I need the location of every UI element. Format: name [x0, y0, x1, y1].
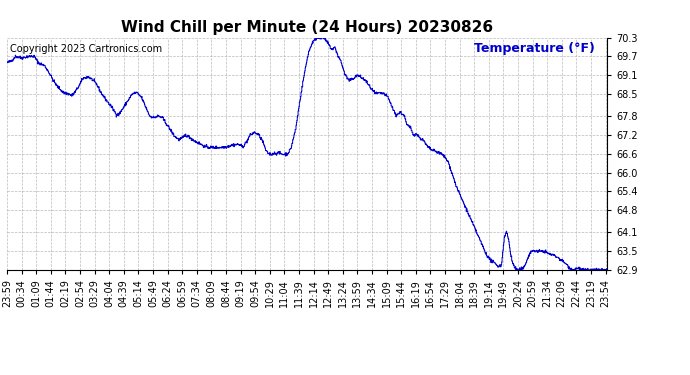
Text: Copyright 2023 Cartronics.com: Copyright 2023 Cartronics.com: [10, 45, 162, 54]
Title: Wind Chill per Minute (24 Hours) 20230826: Wind Chill per Minute (24 Hours) 2023082…: [121, 20, 493, 35]
Text: Temperature (°F): Temperature (°F): [474, 42, 595, 55]
